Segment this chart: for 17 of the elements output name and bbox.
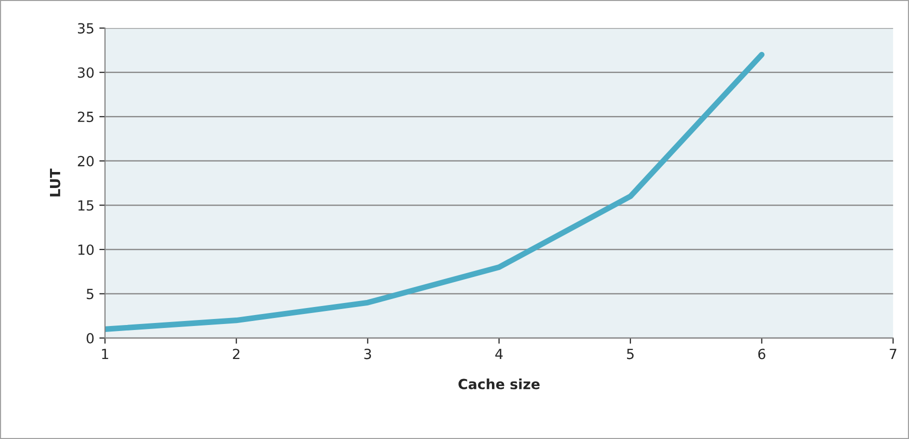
x-axis-title: Cache size [458, 378, 540, 390]
x-tick-label: 6 [758, 348, 766, 360]
y-tick-label: 20 [78, 156, 94, 166]
y-tick-label: 30 [78, 67, 94, 78]
y-tick-label: 35 [78, 23, 94, 34]
y-tick-label: 15 [78, 200, 94, 211]
y-tick-label: 10 [78, 244, 94, 255]
y-tick-label: 0 [86, 333, 94, 344]
x-tick-label: 5 [627, 348, 634, 360]
x-tick-label: 3 [364, 348, 371, 360]
y-axis-title: LUT [50, 168, 60, 196]
x-tick-label: 7 [890, 348, 896, 359]
y-tick-label: 25 [78, 112, 94, 122]
x-tick-label: 2 [232, 348, 240, 359]
x-tick-label: 1 [102, 348, 108, 359]
x-tick-label: 4 [495, 348, 503, 359]
y-tick-label: 5 [86, 288, 94, 300]
